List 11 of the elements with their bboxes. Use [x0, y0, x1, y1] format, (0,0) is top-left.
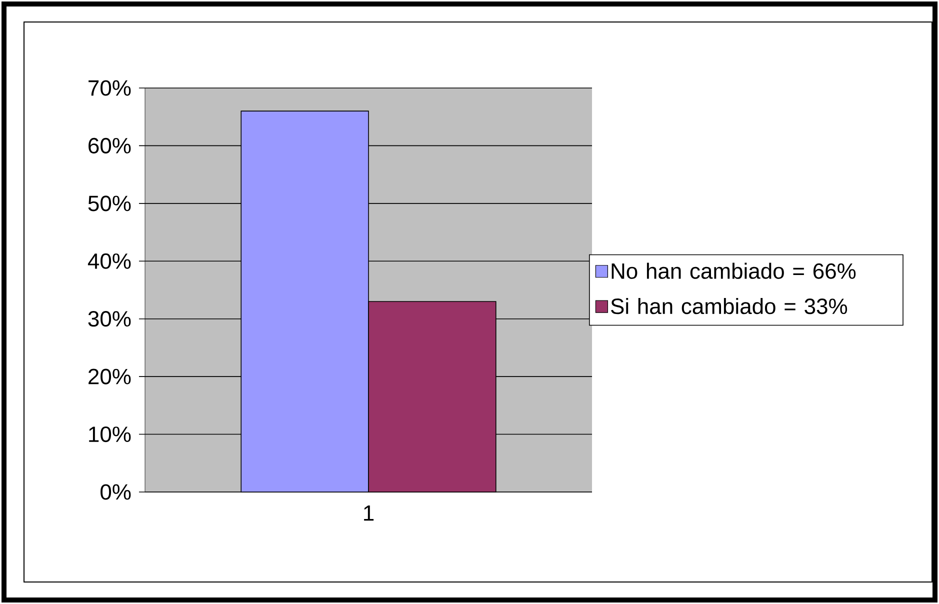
y-tick-label: 20%: [88, 368, 131, 384]
y-tick-label: 30%: [88, 311, 131, 327]
y-tick-label: 10%: [89, 426, 131, 442]
y-tick-label: 50%: [88, 196, 131, 212]
legend-label: Si han cambiado = 33%: [611, 298, 848, 314]
x-tick-label: 1: [364, 506, 374, 521]
legend-label: No han cambiado = 66%: [612, 262, 856, 279]
y-tick-label: 0%: [100, 484, 131, 500]
y-tick-label: 40%: [88, 253, 131, 269]
y-tick-label: 60%: [88, 138, 131, 154]
y-tick-label: 70%: [88, 80, 131, 96]
